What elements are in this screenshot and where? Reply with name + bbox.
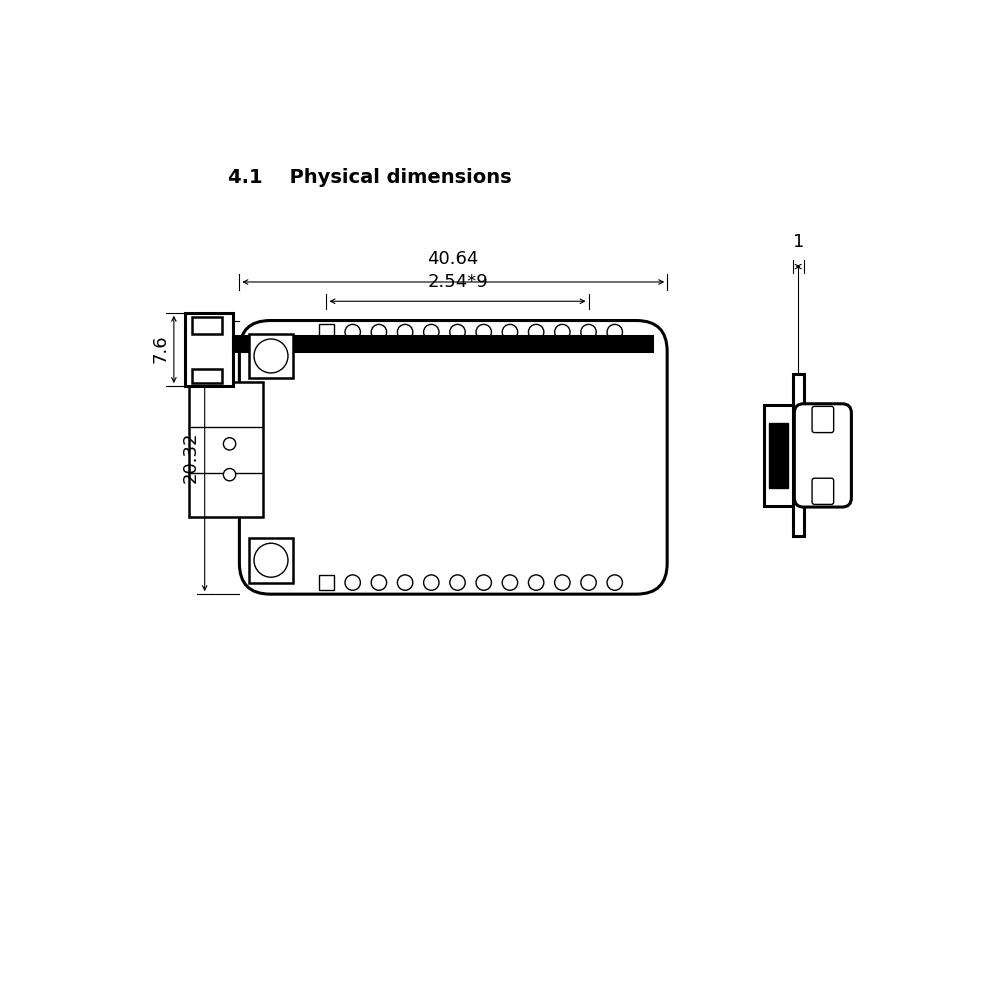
Bar (248, 538, 293, 583)
Bar (764, 405, 793, 506)
Circle shape (476, 324, 491, 339)
Bar (793, 374, 804, 537)
Circle shape (607, 575, 623, 591)
Circle shape (371, 324, 386, 339)
FancyBboxPatch shape (795, 403, 852, 508)
Circle shape (529, 324, 544, 339)
Circle shape (555, 575, 570, 591)
Circle shape (607, 324, 623, 339)
Circle shape (503, 575, 518, 591)
Circle shape (254, 339, 288, 373)
Bar (233, 336, 652, 351)
Circle shape (223, 468, 235, 480)
Bar (769, 422, 788, 488)
Circle shape (371, 575, 386, 591)
Circle shape (423, 324, 439, 339)
Text: 40.64: 40.64 (427, 250, 478, 268)
Bar (185, 312, 233, 386)
Bar (191, 369, 222, 383)
Bar (189, 382, 262, 518)
FancyBboxPatch shape (812, 478, 834, 505)
Circle shape (449, 575, 465, 591)
Circle shape (223, 437, 235, 450)
Circle shape (397, 324, 412, 339)
Bar (318, 324, 334, 339)
Bar (318, 575, 334, 591)
Circle shape (345, 575, 360, 591)
FancyBboxPatch shape (812, 406, 834, 432)
Circle shape (423, 575, 439, 591)
Text: 1: 1 (793, 233, 804, 251)
Text: 4.1    Physical dimensions: 4.1 Physical dimensions (228, 168, 512, 187)
Bar (248, 333, 293, 378)
Text: 20.32: 20.32 (182, 432, 200, 483)
Circle shape (503, 324, 518, 339)
Text: 7.6: 7.6 (152, 334, 170, 363)
Circle shape (449, 324, 465, 339)
Bar (191, 317, 222, 334)
Circle shape (555, 324, 570, 339)
Circle shape (254, 544, 288, 578)
Circle shape (397, 575, 412, 591)
Circle shape (581, 575, 597, 591)
Circle shape (529, 575, 544, 591)
Text: 2.54*9: 2.54*9 (427, 273, 487, 291)
Circle shape (476, 575, 491, 591)
Circle shape (345, 324, 360, 339)
Circle shape (581, 324, 597, 339)
FancyBboxPatch shape (239, 320, 668, 595)
